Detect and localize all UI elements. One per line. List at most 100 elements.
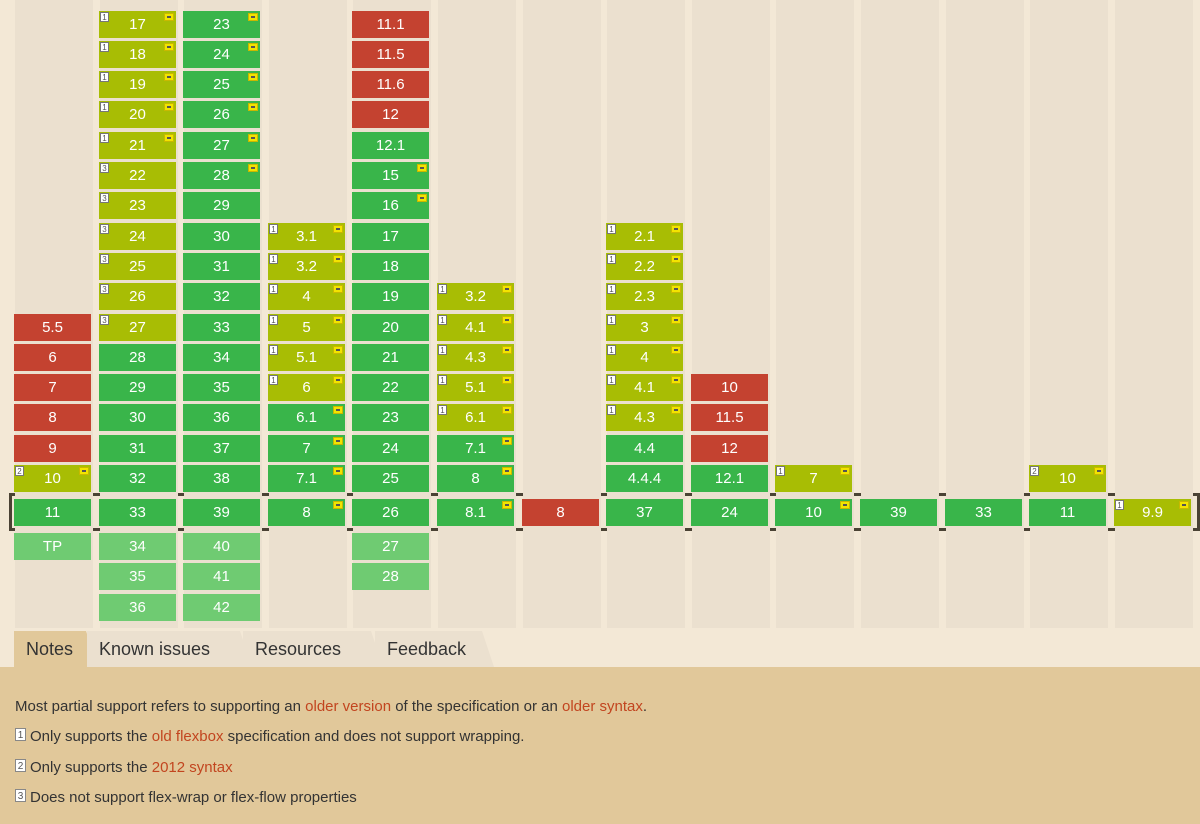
- version-cell[interactable]: 10: [775, 499, 852, 526]
- version-cell[interactable]: 8: [437, 465, 514, 492]
- version-cell[interactable]: 20 1: [99, 101, 176, 128]
- version-cell[interactable]: 24: [352, 435, 429, 462]
- version-cell[interactable]: 25: [352, 465, 429, 492]
- version-cell[interactable]: 17: [352, 223, 429, 250]
- version-cell[interactable]: 16: [352, 192, 429, 219]
- version-cell[interactable]: 11.5: [352, 41, 429, 68]
- version-cell[interactable]: 12: [691, 435, 768, 462]
- version-cell[interactable]: 8: [268, 499, 345, 526]
- version-cell[interactable]: 32: [183, 283, 260, 310]
- version-cell[interactable]: 24: [691, 499, 768, 526]
- version-cell[interactable]: 2.3 1: [606, 283, 683, 310]
- version-cell[interactable]: 33: [945, 499, 1022, 526]
- version-cell[interactable]: 34: [183, 344, 260, 371]
- version-cell[interactable]: 25 3: [99, 253, 176, 280]
- version-cell[interactable]: 39: [860, 499, 937, 526]
- version-cell[interactable]: 7: [14, 374, 91, 401]
- version-cell[interactable]: 11: [14, 499, 91, 526]
- version-cell[interactable]: 9.9 1: [1114, 499, 1191, 526]
- version-cell[interactable]: 28: [183, 162, 260, 189]
- version-cell[interactable]: 41: [183, 563, 260, 590]
- version-cell[interactable]: 24: [183, 41, 260, 68]
- version-cell[interactable]: 7: [268, 435, 345, 462]
- version-cell[interactable]: 23: [352, 404, 429, 431]
- version-cell[interactable]: 2.2 1: [606, 253, 683, 280]
- version-cell[interactable]: 19 1: [99, 71, 176, 98]
- version-cell[interactable]: 28: [99, 344, 176, 371]
- version-cell[interactable]: 37: [606, 499, 683, 526]
- version-cell[interactable]: 4.1 1: [606, 374, 683, 401]
- version-cell[interactable]: 4.1 1: [437, 314, 514, 341]
- version-cell[interactable]: 3.2 1: [437, 283, 514, 310]
- version-cell[interactable]: 24 3: [99, 223, 176, 250]
- version-cell[interactable]: 30: [99, 404, 176, 431]
- version-cell[interactable]: 28: [352, 563, 429, 590]
- version-cell[interactable]: 37: [183, 435, 260, 462]
- old-flexbox-link[interactable]: old flexbox: [151, 728, 224, 745]
- version-cell[interactable]: 12: [352, 101, 429, 128]
- version-cell[interactable]: 29: [99, 374, 176, 401]
- version-cell[interactable]: 33: [183, 314, 260, 341]
- version-cell[interactable]: 10: [691, 374, 768, 401]
- version-cell[interactable]: 36: [99, 594, 176, 621]
- version-cell[interactable]: 32: [99, 465, 176, 492]
- version-cell[interactable]: 6.1 1: [437, 404, 514, 431]
- version-cell[interactable]: 6: [14, 344, 91, 371]
- version-cell[interactable]: 11.6: [352, 71, 429, 98]
- version-cell[interactable]: 25: [183, 71, 260, 98]
- tab-resources[interactable]: Resources (9): [243, 631, 383, 695]
- version-cell[interactable]: 26 3: [99, 283, 176, 310]
- version-cell[interactable]: 35: [183, 374, 260, 401]
- version-cell[interactable]: 29: [183, 192, 260, 219]
- version-cell[interactable]: 19: [352, 283, 429, 310]
- version-cell[interactable]: 10 2: [1029, 465, 1106, 492]
- tab-notes[interactable]: Notes: [14, 631, 98, 667]
- version-cell[interactable]: 18 1: [99, 41, 176, 68]
- version-cell[interactable]: 21: [352, 344, 429, 371]
- version-cell[interactable]: 6.1: [268, 404, 345, 431]
- version-cell[interactable]: 22 3: [99, 162, 176, 189]
- older-version-link[interactable]: older version: [305, 698, 392, 715]
- version-cell[interactable]: 5.1 1: [268, 344, 345, 371]
- version-cell[interactable]: 4.3 1: [437, 344, 514, 371]
- version-cell[interactable]: 8.1: [437, 499, 514, 526]
- version-cell[interactable]: 34: [99, 533, 176, 560]
- version-cell[interactable]: 3.1 1: [268, 223, 345, 250]
- version-cell[interactable]: 11.1: [352, 11, 429, 38]
- version-cell[interactable]: 5.5: [14, 314, 91, 341]
- version-cell[interactable]: 20: [352, 314, 429, 341]
- version-cell[interactable]: 12.1: [352, 132, 429, 159]
- version-cell[interactable]: 22: [352, 374, 429, 401]
- version-cell[interactable]: 30: [183, 223, 260, 250]
- version-cell[interactable]: 36: [183, 404, 260, 431]
- version-cell[interactable]: 18: [352, 253, 429, 280]
- version-cell[interactable]: 8: [14, 404, 91, 431]
- version-cell[interactable]: 27 3: [99, 314, 176, 341]
- version-cell[interactable]: 31: [99, 435, 176, 462]
- version-cell[interactable]: 9: [14, 435, 91, 462]
- version-cell[interactable]: 23 3: [99, 192, 176, 219]
- version-cell[interactable]: 2.1 1: [606, 223, 683, 250]
- version-cell[interactable]: 38: [183, 465, 260, 492]
- version-cell[interactable]: 3.2 1: [268, 253, 345, 280]
- version-cell[interactable]: 33: [99, 499, 176, 526]
- version-cell[interactable]: 12.1: [691, 465, 768, 492]
- version-cell[interactable]: 21 1: [99, 132, 176, 159]
- version-cell[interactable]: 39: [183, 499, 260, 526]
- version-cell[interactable]: 31: [183, 253, 260, 280]
- version-cell[interactable]: 11: [1029, 499, 1106, 526]
- tab-feedback[interactable]: Feedback: [375, 631, 494, 667]
- version-cell[interactable]: TP: [14, 533, 91, 560]
- version-cell[interactable]: 10 2: [14, 465, 91, 492]
- older-syntax-link[interactable]: older syntax: [561, 698, 643, 715]
- version-cell[interactable]: 7.1: [268, 465, 345, 492]
- version-cell[interactable]: 42: [183, 594, 260, 621]
- version-cell[interactable]: 4.4: [606, 435, 683, 462]
- version-cell[interactable]: 8: [522, 499, 599, 526]
- version-cell[interactable]: 40: [183, 533, 260, 560]
- tab-known-issues[interactable]: Known issues (3): [87, 631, 252, 695]
